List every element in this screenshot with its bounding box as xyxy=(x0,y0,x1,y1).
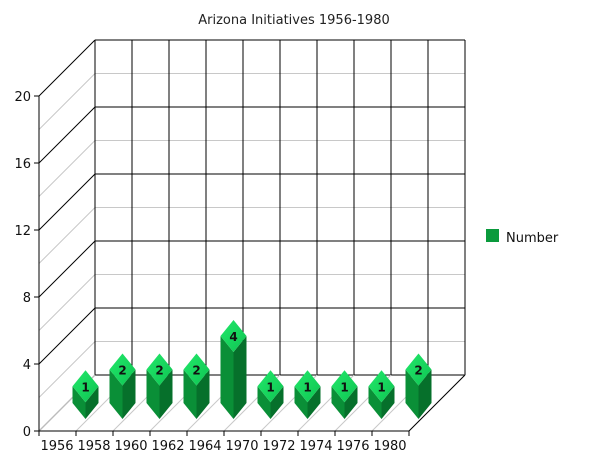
bar: 4 xyxy=(220,320,247,419)
y-tick-label: 4 xyxy=(23,358,31,373)
bar: 2 xyxy=(405,353,432,419)
bar-face-left xyxy=(331,386,345,419)
bar-top xyxy=(109,353,136,386)
data-label: 2 xyxy=(414,364,422,378)
bar-face-left xyxy=(405,369,419,419)
data-label: 1 xyxy=(340,380,348,394)
bar: 1 xyxy=(294,370,321,419)
bar-top xyxy=(257,370,284,403)
bar-face-right xyxy=(122,369,136,419)
x-tick-label: 1956 xyxy=(40,439,73,454)
bar-top xyxy=(220,320,247,352)
x-tick-label: 1962 xyxy=(151,439,184,454)
bar-top xyxy=(294,370,321,403)
grid-line-side xyxy=(38,207,96,264)
y-tick-label: 8 xyxy=(23,291,31,306)
y-axis-ticks: 0 4 8 12 16 20 xyxy=(14,90,39,440)
grid-line-side xyxy=(38,106,96,164)
bar: 2 xyxy=(183,353,210,419)
bar: 1 xyxy=(331,370,358,419)
bars: 1 2 2 2 4 1 1 1 1 2 xyxy=(72,320,432,419)
data-label: 2 xyxy=(155,364,163,378)
grid-line-side xyxy=(38,240,96,298)
bar-face-left xyxy=(368,386,382,419)
legend-label-number: Number xyxy=(506,231,559,246)
bar-top xyxy=(146,353,173,386)
bar-face-right xyxy=(159,369,173,419)
bar-top xyxy=(72,370,99,403)
bar: 2 xyxy=(109,353,136,419)
bar-face-left xyxy=(257,386,271,419)
bar-top xyxy=(405,353,432,386)
bar-face-right xyxy=(85,386,99,419)
grid xyxy=(38,39,466,432)
y-tick-label: 16 xyxy=(14,157,31,172)
y-tick-label: 12 xyxy=(14,224,31,239)
bar-face-right xyxy=(381,386,395,419)
bar-top xyxy=(331,370,358,403)
grid-line-side xyxy=(38,274,96,331)
data-label: 1 xyxy=(81,380,89,394)
bar: 2 xyxy=(146,353,173,419)
x-tick-label: 1970 xyxy=(225,439,258,454)
bar-face-left xyxy=(72,386,86,419)
data-label: 1 xyxy=(303,380,311,394)
data-label: 4 xyxy=(229,330,237,344)
x-tick-label: 1958 xyxy=(77,439,110,454)
legend: Number xyxy=(486,229,559,246)
bar: 1 xyxy=(257,370,284,419)
bar-face-right xyxy=(344,386,358,419)
x-tick-label: 1980 xyxy=(373,439,406,454)
bar-top xyxy=(368,370,395,403)
grid-line-side xyxy=(38,39,96,97)
grid-line-side xyxy=(38,307,96,365)
bar-face-left xyxy=(220,336,234,419)
x-axis-ticks: 1956 1958 1960 1962 1964 1970 1972 1974 1976 1980 xyxy=(38,431,410,454)
bar-face-left xyxy=(146,369,160,419)
y-tick-label: 20 xyxy=(14,90,31,105)
bar-face-left xyxy=(183,369,197,419)
data-label: 2 xyxy=(192,364,200,378)
grid-line-side xyxy=(38,73,96,130)
bar-face-right xyxy=(307,386,321,419)
x-tick-label: 1972 xyxy=(262,439,295,454)
x-tick-label: 1974 xyxy=(299,439,332,454)
data-label: 1 xyxy=(266,380,274,394)
bar: 1 xyxy=(368,370,395,419)
grid-line-side xyxy=(38,173,96,231)
bar: 1 xyxy=(72,370,99,419)
bar-face-left xyxy=(109,369,123,419)
bar-face-right xyxy=(418,369,432,419)
bar-face-left xyxy=(294,386,308,419)
legend-swatch xyxy=(486,229,499,242)
grid-line-side xyxy=(38,341,96,398)
chart-title: Arizona Initiatives 1956-1980 xyxy=(198,13,390,28)
bar-top xyxy=(183,353,210,386)
x-tick-label: 1964 xyxy=(188,439,221,454)
bar-face-right xyxy=(196,369,210,419)
grid-line-side xyxy=(38,140,96,197)
floor-edge xyxy=(408,374,466,432)
bar-face-right xyxy=(270,386,284,419)
y-tick-label: 0 xyxy=(23,425,31,440)
x-tick-label: 1976 xyxy=(336,439,369,454)
bar-face-right xyxy=(233,336,247,419)
x-tick-label: 1960 xyxy=(114,439,147,454)
data-label: 1 xyxy=(377,380,385,394)
data-label: 2 xyxy=(118,364,126,378)
